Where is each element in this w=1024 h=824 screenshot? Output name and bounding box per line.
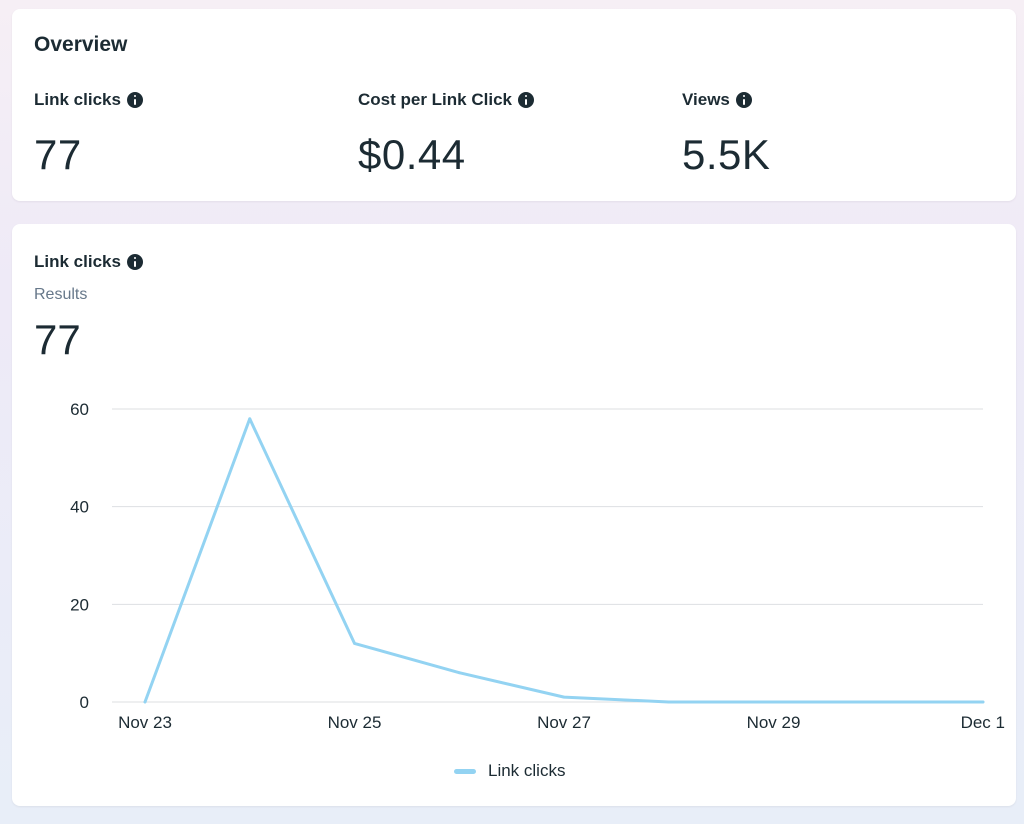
metric-value: 5.5K [682, 131, 771, 178]
x-tick-label: Nov 23 [118, 713, 172, 732]
metric-label: Link clicks [34, 90, 121, 109]
metric-label: Cost per Link Click [358, 90, 512, 109]
x-tick-label: Nov 25 [328, 713, 382, 732]
data-point [772, 700, 775, 704]
series-line [143, 417, 985, 704]
y-tick-label: 60 [70, 400, 89, 419]
data-point [981, 700, 985, 704]
x-tick-label: Nov 27 [537, 713, 591, 732]
info-icon[interactable] [126, 92, 143, 108]
chart-title-label: Link clicks [34, 252, 121, 271]
y-tick-label: 0 [80, 693, 89, 712]
data-point [562, 695, 566, 699]
metric-link-clicks: Link clicks 77 [34, 89, 143, 179]
overview-title: Overview [34, 33, 128, 56]
x-tick-label: Nov 29 [747, 713, 801, 732]
info-icon[interactable] [735, 92, 752, 108]
chart-legend[interactable]: Link clicks [454, 761, 565, 781]
chart-card-title: Link clicks [34, 252, 143, 272]
line-chart: 0 20 40 60 Nov 23 Nov 25 Nov 27 Nov 29 Dec 1 [70, 400, 1005, 732]
results-label: Results [34, 286, 88, 303]
y-tick-label: 20 [70, 595, 89, 614]
y-tick-label: 40 [70, 498, 89, 517]
data-point [457, 671, 461, 675]
info-icon[interactable] [517, 92, 534, 108]
results-value: 77 [34, 316, 81, 363]
overview-card: Overview Link clicks 77 Cost per Link Cl… [12, 9, 1016, 201]
data-point [667, 700, 671, 704]
x-tick-label: Dec 1 [961, 713, 1005, 732]
metric-cost-per-link-click: Cost per Link Click $0.44 [358, 89, 534, 179]
metric-value: 77 [34, 131, 82, 178]
info-icon[interactable] [126, 254, 143, 270]
metric-label: Views [682, 90, 730, 109]
link-clicks-chart-card: 0 20 40 60 Nov 23 Nov 25 Nov 27 Nov 29 Dec 1 Lin… [12, 224, 1016, 806]
data-point [248, 417, 252, 421]
data-point [143, 700, 147, 704]
metric-views: Views 5.5K [682, 89, 770, 179]
legend-swatch [454, 768, 476, 774]
data-point [353, 642, 356, 645]
metric-value: $0.44 [358, 131, 466, 178]
legend-label: Link clicks [488, 761, 566, 780]
data-point [876, 700, 880, 704]
